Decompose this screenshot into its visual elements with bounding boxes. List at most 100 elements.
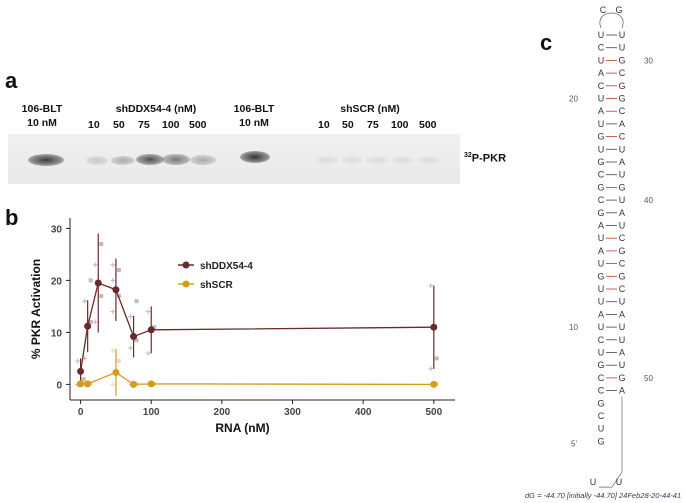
nucleotide-right: A <box>619 208 625 218</box>
nucleotide-right: C <box>619 132 626 142</box>
y-tick-label: 30 <box>51 224 63 235</box>
isotope-superscript: 32 <box>464 152 472 159</box>
gel-band-6 <box>190 155 216 165</box>
nucleotide-left: C <box>598 81 605 91</box>
nucleotide-left: U <box>598 94 605 104</box>
replicate-point <box>134 299 139 304</box>
nucleotide-left: U <box>598 322 605 332</box>
x-tick-label: 0 <box>78 407 84 418</box>
lane-conc-106blt-2: 10 nM <box>239 117 269 129</box>
x-tick-label: 200 <box>214 407 231 418</box>
nucleotide-right: A <box>619 386 625 396</box>
mean-point <box>147 380 155 388</box>
nucleotide-left: U <box>598 348 605 358</box>
nucleotide-right: U <box>619 170 626 180</box>
nucleotide-left: A <box>598 221 604 231</box>
gel-band-9 <box>341 156 363 164</box>
lane-conc-shscr-500: 500 <box>419 119 437 131</box>
loop-nucleotide: G <box>615 5 622 15</box>
nucleotide-right: C <box>619 68 626 78</box>
panel-label-b: b <box>5 205 19 230</box>
replicate-point <box>110 348 116 354</box>
nucleotide-left: G <box>597 132 604 142</box>
panel-label-a: a <box>5 68 18 93</box>
tail-nucleotide: U <box>616 477 623 487</box>
nucleotide-right: A <box>619 348 625 358</box>
mean-point <box>112 286 120 294</box>
nucleotide-right: C <box>619 106 626 116</box>
gel-band-7 <box>240 151 270 163</box>
y-tick-label: 10 <box>51 328 63 339</box>
replicate-point <box>116 359 121 363</box>
replicate-point <box>428 283 434 289</box>
lane-header-shscr: shSCR (nM) <box>340 103 400 115</box>
nucleotide-right: G <box>618 182 625 192</box>
lane-conc-shscr-75: 75 <box>367 119 379 131</box>
nucleotide-right: A <box>619 119 625 129</box>
lane-conc-shddx54-500: 500 <box>189 119 207 131</box>
mean-point <box>112 368 120 376</box>
legend-marker <box>182 261 190 269</box>
nucleotide-right: G <box>618 94 625 104</box>
lane-conc-shscr-50: 50 <box>342 119 354 131</box>
y-tick-label: 0 <box>56 380 62 391</box>
replicate-point <box>92 319 98 325</box>
gel-image <box>8 134 460 184</box>
replicate-point <box>99 294 104 298</box>
nucleotide-left: A <box>598 309 604 319</box>
nucleotide-left: C <box>598 411 605 421</box>
mean-point <box>94 279 102 287</box>
nucleotide-left: U <box>598 144 605 154</box>
mean-point <box>77 367 85 375</box>
nucleotide-left: U <box>598 233 605 243</box>
nucleotide-left: U <box>598 259 605 269</box>
nucleotide-right: U <box>619 195 626 205</box>
hairpin-loop <box>599 12 624 29</box>
nucleotide-left: U <box>598 424 605 434</box>
mean-point <box>77 380 85 388</box>
mean-point <box>430 380 438 388</box>
y-axis-label: % PKR Activation <box>29 259 43 359</box>
nucleotide-right: U <box>619 221 626 231</box>
replicate-point <box>75 358 81 364</box>
replicate-point <box>82 298 88 304</box>
position-label-10: 10 <box>569 323 578 332</box>
x-tick-label: 100 <box>143 407 160 418</box>
nucleotide-right: U <box>619 30 626 40</box>
replicate-point <box>145 309 151 315</box>
nucleotide-right: U <box>619 43 626 53</box>
replicate-point <box>428 366 434 372</box>
replicate-point <box>92 262 98 268</box>
gel-band-1 <box>28 154 64 166</box>
x-tick-label: 400 <box>355 407 372 418</box>
nucleotide-right: A <box>619 157 625 167</box>
lane-conc-shddx54-75: 75 <box>138 119 150 131</box>
gel-band-8 <box>316 156 338 164</box>
replicate-point <box>110 309 116 315</box>
lane-conc-shscr-100: 100 <box>391 119 409 131</box>
replicate-point <box>99 242 104 246</box>
legend-label: shDDX54-4 <box>200 261 253 272</box>
nucleotide-right: U <box>619 322 626 332</box>
lane-conc-shddx54-100: 100 <box>162 119 180 131</box>
mean-point <box>147 326 155 334</box>
replicate-point <box>116 268 121 272</box>
nucleotide-left: U <box>598 55 605 65</box>
position-label-50: 50 <box>644 374 653 383</box>
position-label-40: 40 <box>644 196 653 205</box>
nucleotide-left: U <box>598 30 605 40</box>
replicate-point <box>81 377 86 382</box>
nucleotide-left: C <box>598 43 605 53</box>
tail-nucleotide: U <box>590 477 597 487</box>
nucleotide-left: C <box>598 170 605 180</box>
nucleotide-right: A <box>619 309 625 319</box>
nucleotide-right: C <box>619 259 626 269</box>
nucleotide-right: U <box>619 144 626 154</box>
nucleotide-left: G <box>597 436 604 446</box>
five-prime-label: 5' <box>571 439 577 448</box>
replicate-point <box>88 278 93 283</box>
mean-point <box>84 380 92 388</box>
nucleotide-right: C <box>619 284 626 294</box>
gel-band-3 <box>111 156 135 165</box>
